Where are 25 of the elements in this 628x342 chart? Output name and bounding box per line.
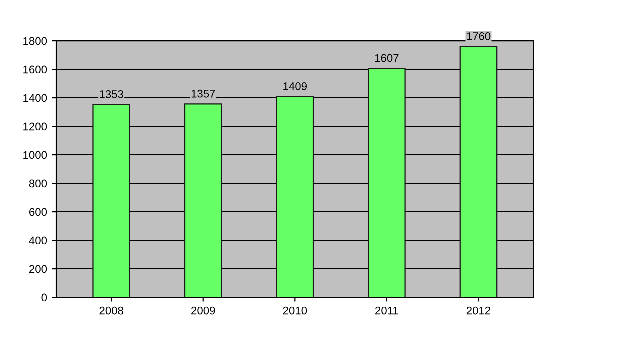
y-tick-label: 1800 [24,37,48,46]
x-tick-label: 2009 [192,306,216,315]
data-label: 1357 [192,90,216,98]
x-tick-label: 2008 [100,306,124,315]
data-label: 1353 [100,90,124,98]
x-tick-label: 2012 [466,306,491,315]
data-label: 1409 [284,82,307,90]
y-tick-label: 1200 [24,122,48,131]
y-tick-label: 400 [29,236,48,245]
x-tick-label: 2010 [283,306,308,315]
bar [276,96,314,298]
bar [184,104,222,298]
y-tick-label: 0 [42,294,48,302]
bar [460,46,498,298]
bar [368,68,406,298]
data-label: 1760 [467,32,491,40]
x-tick-label: 2011 [376,306,398,315]
y-tick-label: 1000 [24,151,48,160]
y-tick-label: 1600 [24,66,48,74]
y-tick-label: 800 [29,180,48,188]
data-label: 1607 [375,54,399,62]
bar [92,104,131,298]
y-tick-label: 1400 [24,94,48,102]
y-tick-label: 200 [30,265,48,274]
y-tick-label: 600 [30,208,48,216]
